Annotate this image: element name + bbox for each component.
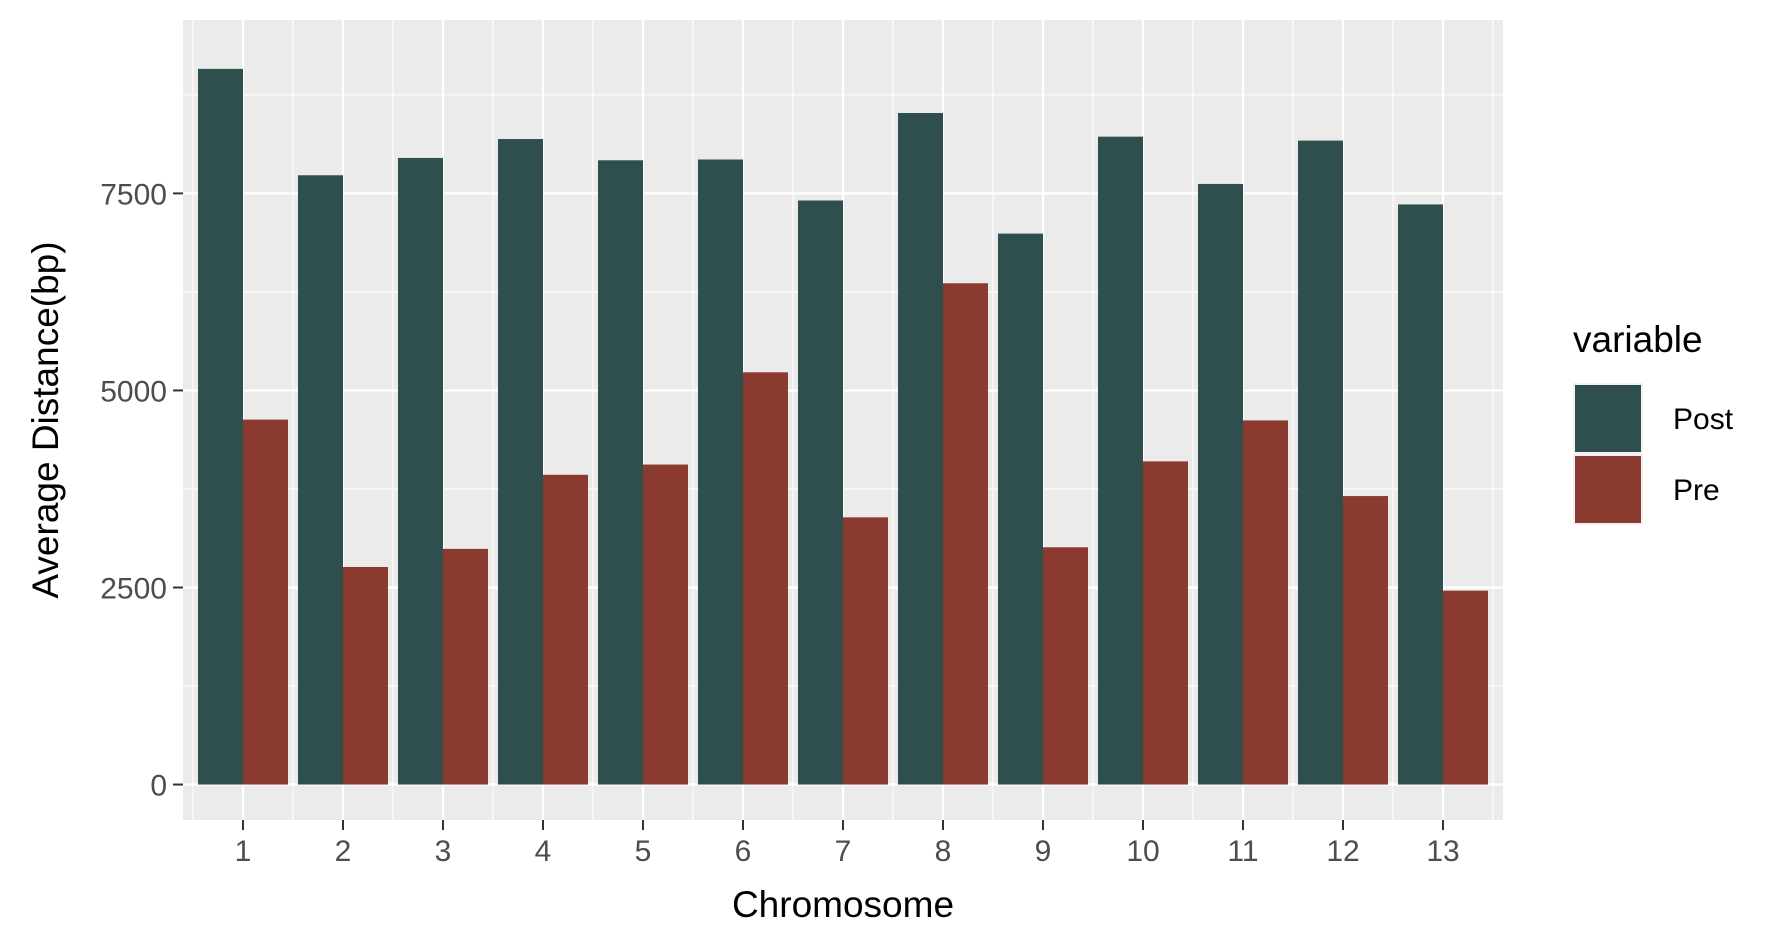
bar-post-chr-5 xyxy=(598,160,643,785)
legend-label-pre: Pre xyxy=(1673,474,1720,507)
x-tick-label: 6 xyxy=(735,835,752,868)
bar-pre-chr-6 xyxy=(743,372,788,785)
bar-post-chr-10 xyxy=(1098,136,1143,785)
bar-post-chr-3 xyxy=(398,157,443,785)
x-tick-label: 1 xyxy=(235,835,252,868)
bar-pre-chr-8 xyxy=(943,283,988,785)
x-tick-label: 5 xyxy=(635,835,652,868)
bar-post-chr-8 xyxy=(898,113,943,785)
bar-pre-chr-4 xyxy=(543,474,588,785)
x-tick-label: 2 xyxy=(335,835,352,868)
bar-post-chr-13 xyxy=(1398,204,1443,785)
bar-post-chr-2 xyxy=(298,175,343,785)
x-axis-title: Chromosome xyxy=(732,884,954,925)
x-tick-label: 4 xyxy=(535,835,552,868)
bar-pre-chr-11 xyxy=(1243,420,1288,785)
bar-pre-chr-3 xyxy=(443,548,488,785)
x-tick-label: 10 xyxy=(1126,835,1159,868)
x-tick-label: 8 xyxy=(935,835,952,868)
bar-pre-chr-9 xyxy=(1043,547,1088,785)
y-tick-label: 7500 xyxy=(100,178,167,211)
x-tick-label: 12 xyxy=(1326,835,1359,868)
bar-post-chr-12 xyxy=(1298,140,1343,785)
y-tick-label: 5000 xyxy=(100,375,167,408)
bar-post-chr-4 xyxy=(498,139,543,785)
bar-pre-chr-5 xyxy=(643,464,688,785)
bar-post-chr-11 xyxy=(1198,183,1243,785)
bar-post-chr-6 xyxy=(698,159,743,785)
legend-title: variable xyxy=(1573,319,1703,360)
bar-pre-chr-10 xyxy=(1143,461,1188,785)
bar-pre-chr-13 xyxy=(1443,590,1488,785)
x-tick-label: 3 xyxy=(435,835,452,868)
x-tick-label: 11 xyxy=(1227,835,1258,868)
x-tick-label: 9 xyxy=(1035,835,1052,868)
x-tick-label: 7 xyxy=(835,835,852,868)
legend: variable Post Pre xyxy=(1573,319,1734,525)
legend-swatch-pre xyxy=(1575,456,1641,523)
bar-pre-chr-12 xyxy=(1343,496,1388,785)
legend-label-post: Post xyxy=(1673,403,1734,436)
bar-post-chr-7 xyxy=(798,200,843,785)
y-tick-label: 2500 xyxy=(100,572,167,605)
legend-swatch-post xyxy=(1575,385,1641,452)
bars xyxy=(198,68,1488,785)
bar-pre-chr-1 xyxy=(243,419,288,785)
bar-post-chr-9 xyxy=(998,233,1043,785)
y-axis-title: Average Distance(bp) xyxy=(25,241,66,598)
y-tick-label: 0 xyxy=(150,770,167,803)
bar-pre-chr-7 xyxy=(843,517,888,785)
bar-pre-chr-2 xyxy=(343,566,388,785)
bar-post-chr-1 xyxy=(198,68,243,785)
x-tick-label: 13 xyxy=(1426,835,1459,868)
